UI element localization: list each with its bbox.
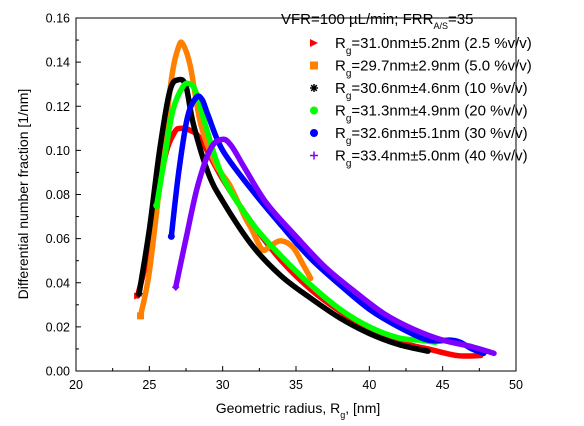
legend-marker xyxy=(310,39,318,47)
y-axis: 0.00 0.02 0.04 0.06 0.08 0.10 0.12 0.14 0.16 xyxy=(46,12,81,379)
legend-title-main: VFR=100 µL/min; FRR xyxy=(281,11,434,28)
y-tick-label: 0.14 xyxy=(46,56,70,70)
legend-label-main: R xyxy=(335,125,346,142)
x-axis-title-suffix: , [nm] xyxy=(345,400,380,416)
y-tick-label: 0.02 xyxy=(46,320,70,334)
legend-label-sub: g xyxy=(346,46,352,57)
legend-item: Rg=30.6nm±4.6nm (10 %v/v) xyxy=(310,80,528,102)
x-axis-title: Geometric radius, Rg, [nm] xyxy=(216,400,381,420)
x-tick-label: 30 xyxy=(216,378,230,392)
x-tick-label: 20 xyxy=(69,378,83,392)
x-axis: 20 25 30 35 40 45 50 xyxy=(69,366,523,392)
y-tick-label: 0.08 xyxy=(46,188,70,202)
legend-label-value: =29.7nm±2.9nm (5.0 %v/v) xyxy=(351,58,531,75)
legend-label: Rg=31.0nm±5.2nm (2.5 %v/v) xyxy=(335,35,532,57)
y-axis-title: Differential number fraction [1/nm] xyxy=(15,89,31,300)
legend-label-value: =31.0nm±5.2nm (2.5 %v/v) xyxy=(351,35,531,52)
legend-label-sub: g xyxy=(346,91,352,102)
legend-marker xyxy=(153,202,161,210)
legend-title-sub: A/S xyxy=(433,21,448,31)
legend-label: Rg=30.6nm±4.6nm (10 %v/v) xyxy=(335,80,528,102)
legend-title: VFR=100 µL/min; FRRA/S=35 xyxy=(281,11,473,31)
legend-label-sub: g xyxy=(346,158,352,169)
legend-label-value: =32.6nm±5.1nm (30 %v/v) xyxy=(351,125,527,142)
y-tick-label: 0.10 xyxy=(46,144,70,158)
legend-label-value: =33.4nm±5.0nm (40 %v/v) xyxy=(351,148,527,165)
x-axis-title-main: Geometric radius, R xyxy=(216,400,340,416)
legend-label-main: R xyxy=(335,148,346,165)
y-tick-label: 0.16 xyxy=(46,12,70,26)
legend-label-main: R xyxy=(335,80,346,97)
y-tick-label: 0.06 xyxy=(46,232,70,246)
series-line xyxy=(136,76,431,354)
legend-marker xyxy=(172,283,180,291)
x-axis-title-sub: g xyxy=(340,410,345,420)
y-tick-label: 0.04 xyxy=(46,276,70,290)
legend-label-sub: g xyxy=(346,68,352,79)
legend-label-main: R xyxy=(335,58,346,75)
legend-item: Rg=31.0nm±5.2nm (2.5 %v/v) xyxy=(310,35,532,57)
legend-label: Rg=33.4nm±5.0nm (40 %v/v) xyxy=(335,148,528,170)
legend-label-value: =31.3nm±4.9nm (20 %v/v) xyxy=(351,103,527,120)
legend-item: Rg=32.6nm±5.1nm (30 %v/v) xyxy=(310,125,528,147)
y-tick-label: 0.00 xyxy=(46,365,70,379)
legend-item: Rg=33.4nm±5.0nm (40 %v/v) xyxy=(310,148,528,170)
x-tick-label: 35 xyxy=(289,378,303,392)
legend-marker xyxy=(137,312,145,320)
x-tick-label: 25 xyxy=(142,378,156,392)
legend-marker xyxy=(167,232,175,240)
legend-title-suffix: =35 xyxy=(448,11,473,28)
legend-label: Rg=32.6nm±5.1nm (30 %v/v) xyxy=(335,125,528,147)
legend-marker-stroke xyxy=(136,290,143,297)
legend-marker xyxy=(135,290,143,298)
series-curves xyxy=(134,39,497,359)
legend-item: Rg=31.3nm±4.9nm (20 %v/v) xyxy=(310,103,528,125)
legend-label: Rg=29.7nm±2.9nm (5.0 %v/v) xyxy=(335,58,532,80)
legend-label-main: R xyxy=(335,103,346,120)
legend-marker xyxy=(310,106,318,115)
x-tick-label: 45 xyxy=(436,378,450,392)
legend: VFR=100 µL/min; FRRA/S=35 Rg=31.0nm±5.2n… xyxy=(281,11,532,169)
legend-label: Rg=31.3nm±4.9nm (20 %v/v) xyxy=(335,103,528,125)
series-line xyxy=(172,136,497,357)
legend-label-main: R xyxy=(335,35,346,52)
legend-marker xyxy=(310,129,318,137)
legend-label-value: =30.6nm±4.6nm (10 %v/v) xyxy=(351,80,527,97)
series-line xyxy=(153,80,439,346)
legend-marker xyxy=(310,84,318,92)
legend-item: Rg=29.7nm±2.9nm (5.0 %v/v) xyxy=(310,58,532,80)
x-tick-label: 40 xyxy=(362,378,376,392)
legend-marker-stroke xyxy=(310,84,318,92)
x-tick-label: 50 xyxy=(509,378,523,392)
legend-label-sub: g xyxy=(346,136,352,147)
legend-marker xyxy=(310,61,318,70)
legend-label-sub: g xyxy=(346,113,352,124)
y-tick-label: 0.12 xyxy=(46,100,70,114)
legend-marker xyxy=(310,151,318,160)
